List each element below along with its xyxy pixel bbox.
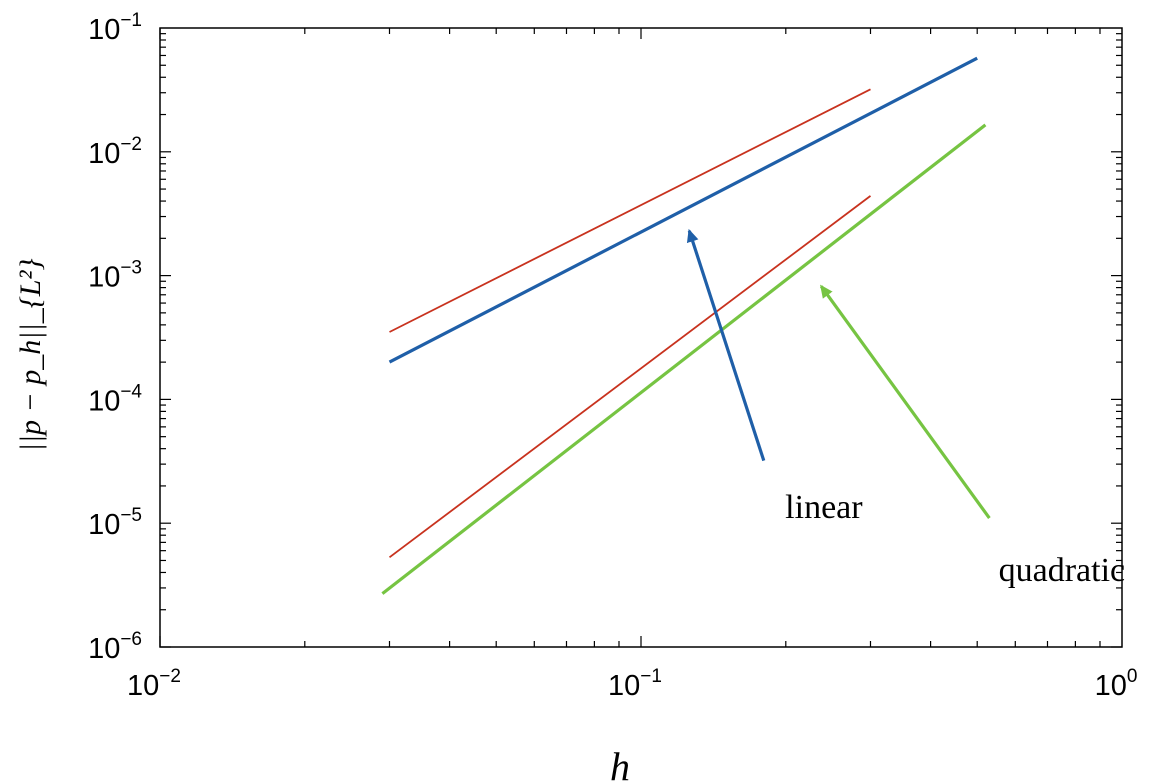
series-layer [381, 56, 987, 595]
tick-label: 10−1 [88, 10, 142, 46]
tick-label: 10−6 [88, 629, 142, 665]
annotation-arrow-linear [686, 228, 766, 462]
y-axis-label: ||p − p_h||_{L²} [14, 259, 47, 452]
plot-frame [159, 27, 1123, 648]
y-tick-labels: 10−1 10−2 10−3 10−4 10−5 10−6 [88, 10, 142, 665]
annotation-label-quadratic: quadratic [999, 552, 1126, 589]
series-line-1 [388, 56, 978, 364]
tick-label: 100 [1095, 666, 1138, 702]
tick-label: 10−5 [88, 505, 142, 541]
annotation-label-linear: linear [785, 489, 863, 526]
tick-label: 10−3 [88, 258, 142, 294]
tick-label: 10−2 [127, 666, 181, 702]
series-line-2 [389, 88, 871, 333]
x-axis-label: h [610, 744, 630, 784]
ticks-layer [159, 28, 1122, 648]
annotation-arrow-quadratic [819, 284, 991, 520]
tick-label: 10−1 [608, 666, 662, 702]
annotation-layer: linear quadratic [686, 228, 1126, 589]
tick-label: 10−4 [88, 381, 142, 417]
series-line-4 [388, 195, 872, 559]
x-tick-labels: 10−2 10−1 100 [127, 666, 1137, 702]
tick-label: 10−2 [88, 134, 142, 170]
series-line-3 [381, 123, 987, 595]
